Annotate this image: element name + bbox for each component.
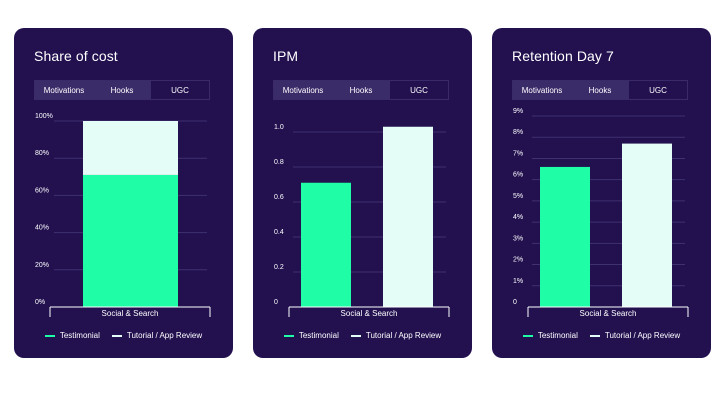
legend-label: Tutorial / App Review [365, 331, 442, 340]
legend-item-tutorial: Tutorial / App Review [111, 331, 203, 340]
chart-card-ipm: IPM Motivations Hooks UGC 0 0.2 0.4 0.6 0.8 1… [253, 28, 472, 358]
tab-bar: Motivations Hooks UGC [512, 80, 688, 100]
legend-item-tutorial: Tutorial / App Review [350, 331, 442, 340]
legend-item-testimonial: Testimonial [283, 331, 339, 340]
tab-ugc[interactable]: UGC [151, 81, 209, 99]
y-tick-label: 60% [35, 187, 49, 194]
y-tick-label: 6% [513, 172, 523, 179]
bar-tutorial-app-review [383, 126, 433, 307]
y-tick-label: 0.2 [274, 264, 284, 271]
legend: Testimonial Tutorial / App Review [492, 331, 711, 340]
y-tick-label: 0 [513, 299, 517, 306]
chart-plot: 0 1% 2% 3% 4% 5% 6% 7% 8% 9% Social & Search [513, 108, 689, 318]
tab-bar: Motivations Hooks UGC [34, 80, 210, 100]
chart-plot: 0 0.2 0.4 0.6 0.8 1.0 Social & Search [274, 124, 450, 318]
y-tick-label: 20% [35, 262, 49, 269]
y-tick-label: 0.8 [274, 159, 284, 166]
legend-label: Tutorial / App Review [604, 331, 681, 340]
legend-swatch [283, 334, 294, 337]
tab-ugc[interactable]: UGC [629, 81, 687, 99]
tab-ugc[interactable]: UGC [390, 81, 448, 99]
y-tick-label: 100% [35, 113, 53, 120]
y-tick-label: 5% [513, 193, 523, 200]
y-tick-label: 4% [513, 214, 523, 221]
tab-motivations[interactable]: Motivations [35, 81, 93, 99]
chart-title: IPM [273, 48, 299, 64]
tab-bar: Motivations Hooks UGC [273, 80, 449, 100]
bar-tutorial-app-review [622, 143, 672, 307]
legend-swatch [589, 334, 600, 337]
bar-testimonial [83, 174, 178, 307]
legend: Testimonial Tutorial / App Review [14, 331, 233, 340]
y-tick-label: 3% [513, 235, 523, 242]
tab-hooks[interactable]: Hooks [93, 81, 151, 99]
legend-label: Testimonial [537, 331, 578, 340]
y-tick-label: 0 [274, 299, 278, 306]
chart-title: Share of cost [34, 48, 118, 64]
legend-swatch [522, 334, 533, 337]
y-tick-label: 1.0 [274, 124, 284, 131]
y-tick-label: 0.4 [274, 229, 284, 236]
x-tick-label: Social & Search [102, 309, 159, 318]
bar-testimonial [540, 166, 590, 307]
legend-label: Testimonial [298, 331, 339, 340]
y-tick-label: 80% [35, 150, 49, 157]
legend-swatch [350, 334, 361, 337]
legend-label: Tutorial / App Review [126, 331, 203, 340]
tab-motivations[interactable]: Motivations [274, 81, 332, 99]
bar-testimonial [301, 182, 351, 307]
tab-hooks[interactable]: Hooks [571, 81, 629, 99]
y-tick-label: 1% [513, 278, 523, 285]
legend-item-testimonial: Testimonial [522, 331, 578, 340]
legend-item-testimonial: Testimonial [44, 331, 100, 340]
x-tick-label: Social & Search [341, 309, 398, 318]
y-tick-label: 7% [513, 150, 523, 157]
legend-swatch [111, 334, 122, 337]
y-tick-label: 9% [513, 108, 523, 115]
y-tick-label: 0.6 [274, 194, 284, 201]
legend-swatch [44, 334, 55, 337]
legend-item-tutorial: Tutorial / App Review [589, 331, 681, 340]
legend-label: Testimonial [59, 331, 100, 340]
tab-hooks[interactable]: Hooks [332, 81, 390, 99]
chart-card-share-of-cost: Share of cost Motivations Hooks UGC 0% 20… [14, 28, 233, 358]
legend: Testimonial Tutorial / App Review [253, 331, 472, 340]
x-tick-label: Social & Search [580, 309, 637, 318]
chart-title: Retention Day 7 [512, 48, 614, 64]
y-tick-label: 8% [513, 129, 523, 136]
chart-plot: 0% 20% 40% 60% 80% 100% Social & Search [35, 113, 211, 318]
chart-card-retention-day-7: Retention Day 7 Motivations Hooks UGC 0 1… [492, 28, 711, 358]
y-tick-label: 40% [35, 225, 49, 232]
tab-motivations[interactable]: Motivations [513, 81, 571, 99]
bar-tutorial-app-review [83, 121, 178, 175]
y-tick-label: 2% [513, 257, 523, 264]
y-tick-label: 0% [35, 299, 45, 306]
